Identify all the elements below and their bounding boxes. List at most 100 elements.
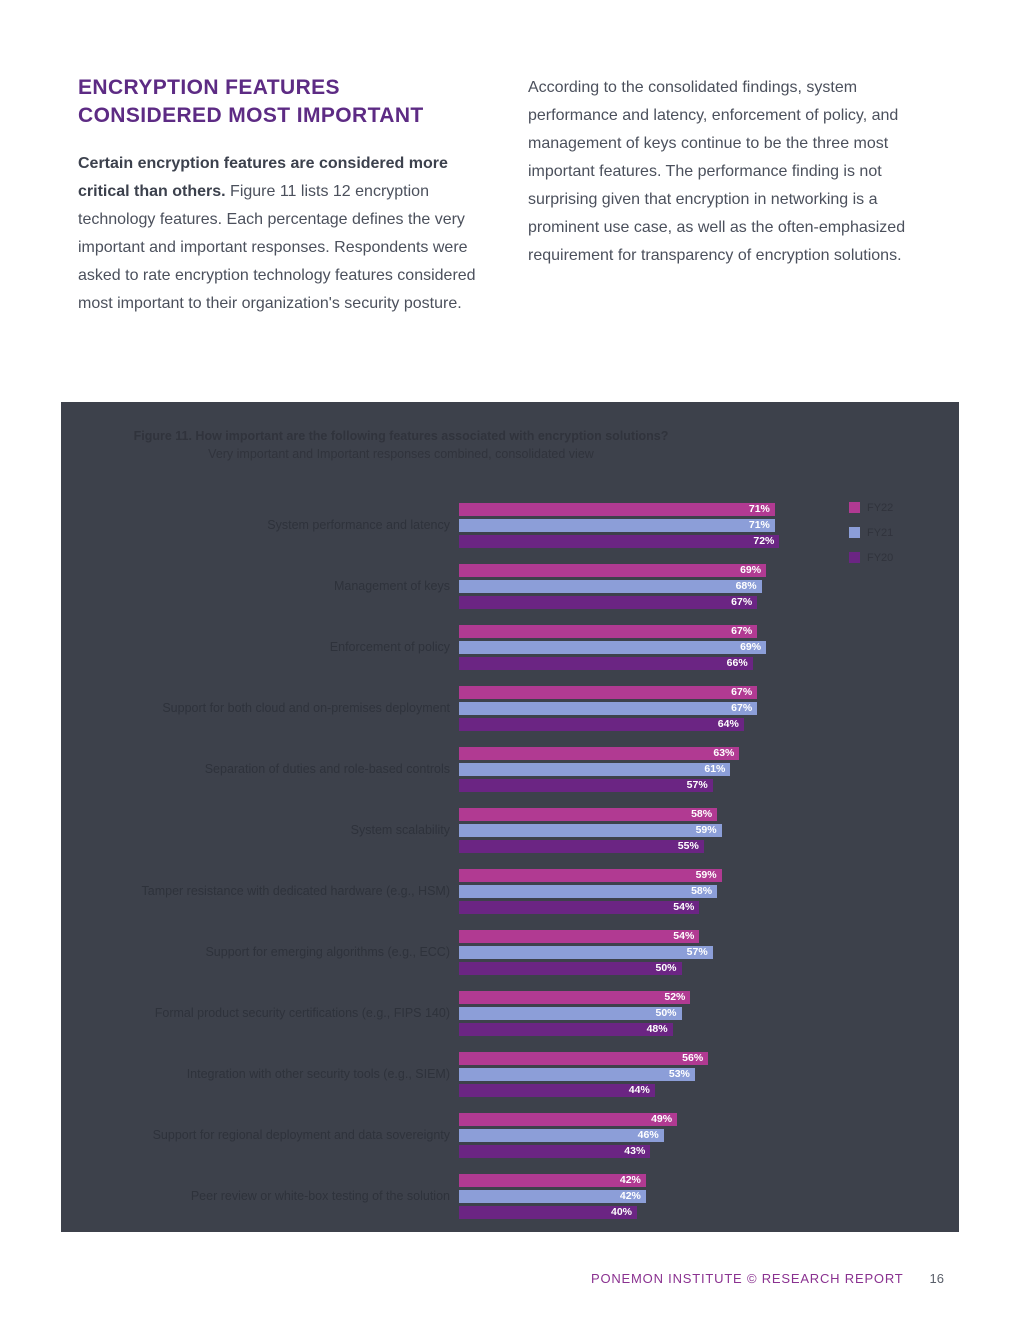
legend-swatch (849, 502, 860, 513)
bar-group: 59% 58% 54% (459, 869, 959, 914)
bar: 66% (459, 657, 753, 670)
bar-value-label: 49% (651, 1113, 673, 1125)
bar: 67% (459, 702, 758, 715)
bar: 42% (459, 1174, 646, 1187)
bar-value-label: 43% (624, 1145, 646, 1157)
bar: 40% (459, 1206, 637, 1219)
bar: 59% (459, 824, 722, 837)
category-label: Peer review or white-box testing of the … (190, 1189, 450, 1203)
chart-title: Figure 11. How important are the followi… (133, 429, 669, 443)
bar-group: 67% 69% 66% (459, 625, 959, 670)
legend-item: FY20 (849, 552, 893, 564)
bar-value-label: 44% (628, 1084, 650, 1096)
bar-value-label: 42% (619, 1174, 641, 1186)
bar-value-label: 69% (740, 641, 762, 653)
bar-group: 69% 68% 67% (459, 564, 959, 609)
chart-row: Enforcement of policy 67% 69% 66% (61, 625, 959, 670)
chart-row: System performance and latency 71% 71% 72% (61, 503, 959, 548)
bar-value-label: 67% (731, 702, 753, 714)
bar-value-label: 56% (682, 1052, 704, 1064)
bar-group: 42% 42% 40% (459, 1174, 959, 1219)
bar-value-label: 59% (695, 824, 717, 836)
bar-group: 67% 67% 64% (459, 686, 959, 731)
bar: 61% (459, 763, 731, 776)
bar-value-label: 58% (691, 808, 713, 820)
bar: 67% (459, 625, 758, 638)
bar-group: 58% 59% 55% (459, 808, 959, 853)
bar-value-label: 59% (695, 869, 717, 881)
bar: 67% (459, 686, 758, 699)
bar-group: 49% 46% 43% (459, 1113, 959, 1158)
bar: 44% (459, 1084, 655, 1097)
bar-value-label: 64% (717, 718, 739, 730)
bar: 58% (459, 885, 718, 898)
chart-row: Support for emerging algorithms (e.g., E… (61, 930, 959, 975)
bar-value-label: 57% (686, 946, 708, 958)
bar-value-label: 46% (637, 1129, 659, 1141)
chart-panel: Figure 11. How important are the followi… (61, 402, 959, 1232)
bar-value-label: 67% (731, 686, 753, 698)
bar-value-label: 53% (668, 1068, 690, 1080)
intro-paragraph: Certain encryption features are consider… (78, 150, 476, 318)
bar: 59% (459, 869, 722, 882)
bar-group: 71% 71% 72% (459, 503, 959, 548)
intro-lead-bold: Certain encryption features are consider… (78, 155, 448, 200)
bar-group: 52% 50% 48% (459, 991, 959, 1036)
bar-value-label: 61% (704, 763, 726, 775)
category-label: System performance and latency (267, 518, 450, 532)
bar-group: 63% 61% 57% (459, 747, 959, 792)
bar: 69% (459, 564, 767, 577)
bar-group: 56% 53% 44% (459, 1052, 959, 1097)
bar-value-label: 57% (686, 779, 708, 791)
bar: 56% (459, 1052, 709, 1065)
bar: 72% (459, 535, 780, 548)
bar-value-label: 68% (735, 580, 757, 592)
bar: 53% (459, 1068, 695, 1081)
bar-value-label: 54% (673, 901, 695, 913)
chart-row: Formal product security certifications (… (61, 991, 959, 1036)
bar: 58% (459, 808, 718, 821)
bar: 54% (459, 930, 700, 943)
chart-legend: FY22 FY21 FY20 (849, 502, 893, 577)
legend-label: FY21 (867, 526, 894, 539)
bar: 46% (459, 1129, 664, 1142)
chart-row: Support for regional deployment and data… (61, 1113, 959, 1158)
bar-value-label: 71% (748, 519, 770, 531)
chart-rows: System performance and latency 71% 71% 72% M… (61, 503, 959, 1235)
category-label: Separation of duties and role-based cont… (204, 762, 450, 776)
bar: 63% (459, 747, 740, 760)
footer: PONEMON INSTITUTE © RESEARCH REPORT 16 (591, 1271, 944, 1286)
bar-value-label: 69% (740, 564, 762, 576)
legend-swatch (849, 552, 860, 563)
bar-value-label: 58% (691, 885, 713, 897)
chart-row: Separation of duties and role-based cont… (61, 747, 959, 792)
bar: 71% (459, 519, 775, 532)
bar: 48% (459, 1023, 673, 1036)
bar-value-label: 66% (726, 657, 748, 669)
page-title: ENCRYPTION FEATURES CONSIDERED MOST IMPO… (78, 76, 424, 127)
category-label: Enforcement of policy (329, 640, 450, 654)
bar-group: 54% 57% 50% (459, 930, 959, 975)
bar: 49% (459, 1113, 678, 1126)
bar: 71% (459, 503, 775, 516)
bar: 67% (459, 596, 758, 609)
chart-subtitle: Very important and Important responses c… (208, 447, 594, 461)
bar-value-label: 52% (664, 991, 686, 1003)
bar-value-label: 50% (655, 962, 677, 974)
bar-value-label: 40% (610, 1206, 632, 1218)
category-label: Support for emerging algorithms (e.g., E… (205, 945, 450, 959)
bar: 64% (459, 718, 744, 731)
chart-row: Tamper resistance with dedicated hardwar… (61, 869, 959, 914)
category-label: Support for regional deployment and data… (152, 1128, 450, 1142)
chart-row: System scalability 58% 59% 55% (61, 808, 959, 853)
chart-row: Integration with other security tools (e… (61, 1052, 959, 1097)
chart-row: Peer review or white-box testing of the … (61, 1174, 959, 1219)
intro-lead-rest: Figure 11 lists 12 encryption technology… (78, 183, 476, 312)
bar: 52% (459, 991, 691, 1004)
chart-row: Management of keys 69% 68% 67% (61, 564, 959, 609)
category-label: Tamper resistance with dedicated hardwar… (141, 884, 450, 898)
body-paragraph: According to the consolidated findings, … (528, 79, 906, 264)
bar-value-label: 50% (655, 1007, 677, 1019)
bar-value-label: 67% (731, 625, 753, 637)
